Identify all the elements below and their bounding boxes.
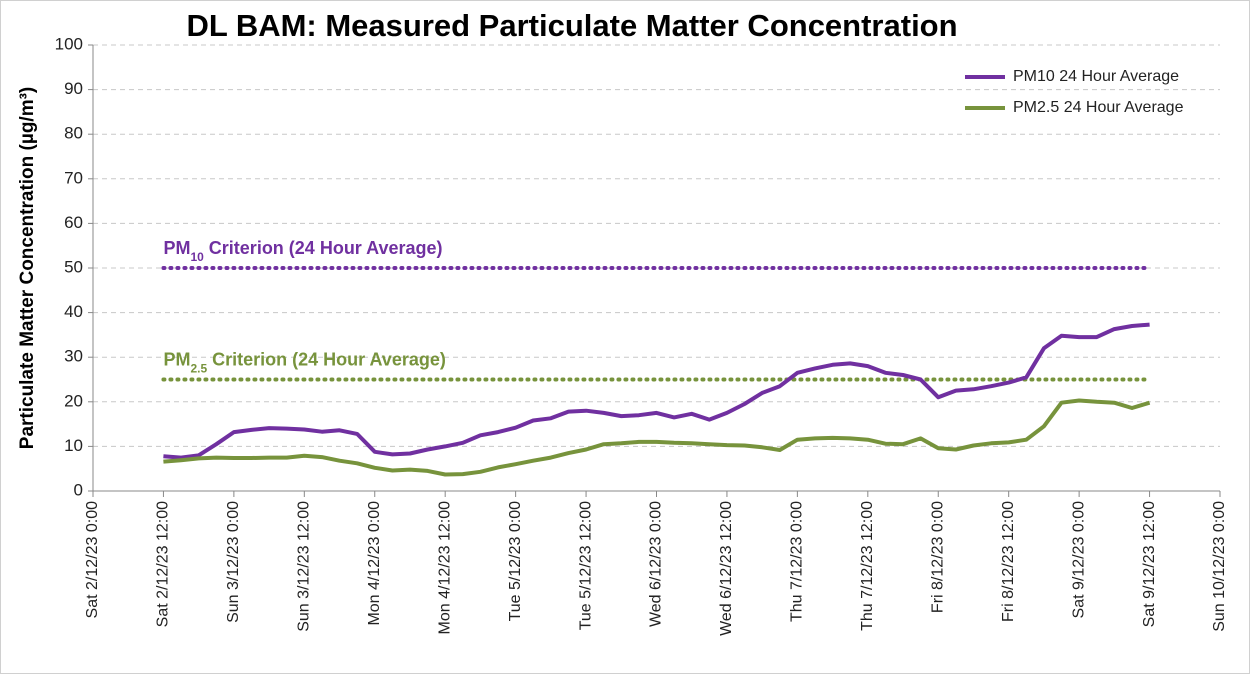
y-axis-title: Particulate Matter Concentration (µg/m³) <box>17 87 38 449</box>
x-tick-label: Sat 9/12/23 0:00 <box>1070 501 1087 619</box>
y-tick-label: 0 <box>74 480 83 499</box>
y-tick-label: 40 <box>64 302 83 321</box>
series-line <box>163 322 1150 460</box>
x-tick-label: Sat 2/12/23 12:00 <box>155 501 172 627</box>
x-tick-label: Mon 4/12/23 0:00 <box>366 501 383 626</box>
legend-label: PM10 24 Hour Average <box>1013 68 1179 85</box>
x-tick-label: Tue 5/12/23 12:00 <box>577 501 594 630</box>
y-tick-label: 50 <box>64 257 83 276</box>
y-tick-label: 30 <box>64 347 83 366</box>
x-tick-label: Fri 8/12/23 0:00 <box>929 501 946 613</box>
x-tick-label: Mon 4/12/23 12:00 <box>436 501 453 635</box>
legend-label: PM2.5 24 Hour Average <box>1013 99 1184 116</box>
x-tick-label: Sat 9/12/23 12:00 <box>1141 501 1158 627</box>
criterion-label-part: 10 <box>190 250 204 264</box>
y-tick-label: 10 <box>64 436 83 455</box>
chart-title: DL BAM: Measured Particulate Matter Conc… <box>186 8 957 43</box>
series-line <box>163 398 1151 477</box>
x-tick-label: Sun 3/12/23 0:00 <box>225 501 242 623</box>
criterion-label-part: PM <box>163 238 190 258</box>
x-tick-label: Thu 7/12/23 0:00 <box>789 501 806 622</box>
x-tick-label: Thu 7/12/23 12:00 <box>859 501 876 631</box>
criterion-label: PM10 Criterion (24 Hour Average) <box>163 238 442 264</box>
criterion-label-part: Criterion (24 Hour Average) <box>204 238 443 258</box>
y-tick-label: 60 <box>64 213 83 232</box>
x-tick-label: Sun 10/12/23 0:00 <box>1211 501 1228 632</box>
x-tick-label: Sun 3/12/23 12:00 <box>296 501 313 632</box>
criterion-label-part: Criterion (24 Hour Average) <box>207 350 446 370</box>
criterion-label: PM2.5 Criterion (24 Hour Average) <box>163 350 445 376</box>
y-tick-label: 20 <box>64 391 83 410</box>
criterion-label-part: 2.5 <box>190 362 207 376</box>
x-tick-label: Fri 8/12/23 12:00 <box>1000 501 1017 622</box>
x-tick-label: Tue 5/12/23 0:00 <box>507 501 524 621</box>
y-tick-label: 80 <box>64 124 83 143</box>
x-tick-label: Wed 6/12/23 0:00 <box>648 501 665 627</box>
y-tick-label: 70 <box>64 168 83 187</box>
x-tick-label: Sat 2/12/23 0:00 <box>84 501 101 619</box>
criterion-label-part: PM <box>163 350 190 370</box>
y-tick-label: 90 <box>64 79 83 98</box>
x-tick-label: Wed 6/12/23 12:00 <box>718 501 735 636</box>
y-tick-label: 100 <box>55 34 83 53</box>
